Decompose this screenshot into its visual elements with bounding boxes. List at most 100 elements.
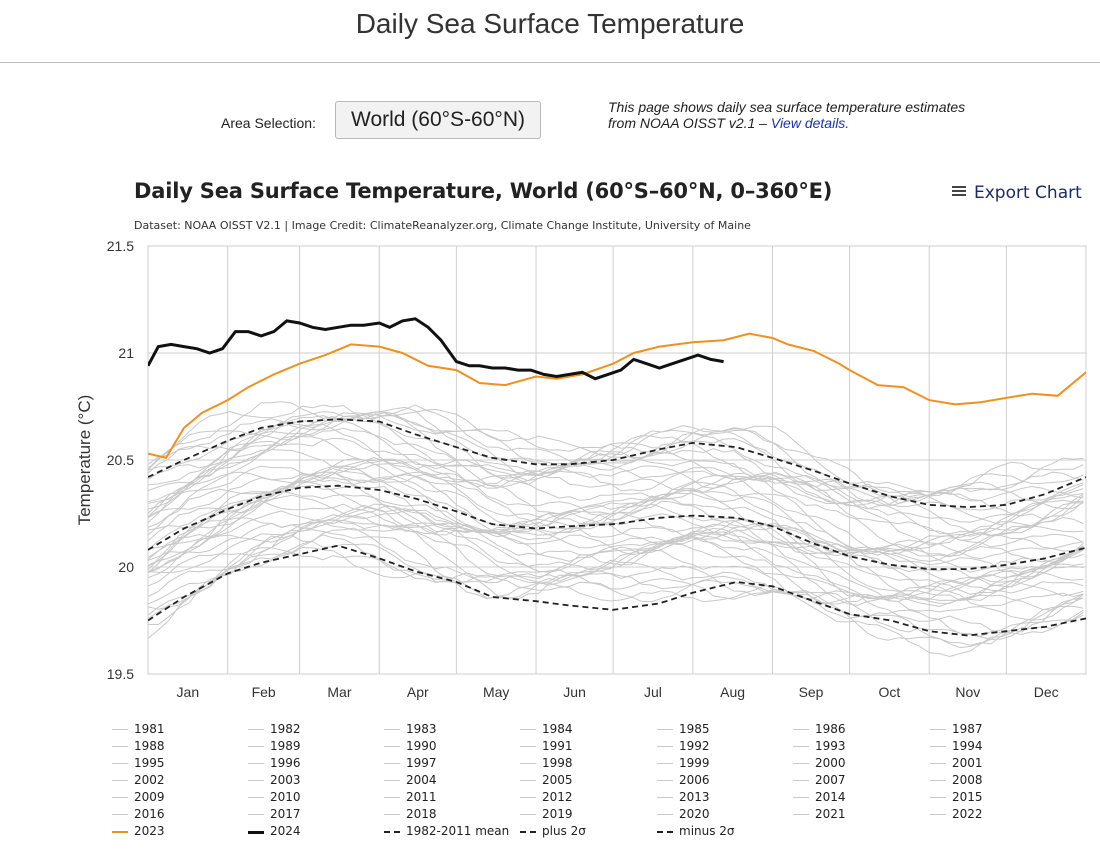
legend-label: 2007: [815, 773, 846, 787]
series-line-2010: [148, 435, 1084, 546]
legend-swatch: [112, 746, 128, 747]
legend-label: 2024: [270, 824, 301, 838]
series-line-1982: [148, 546, 1084, 658]
x-tick-label: Oct: [879, 684, 901, 700]
export-chart-button[interactable]: Export Chart: [952, 183, 1082, 203]
legend-swatch: [520, 797, 536, 798]
x-tick-label: Jul: [644, 684, 662, 700]
legend-label: 2023: [134, 824, 165, 838]
legend-swatch: [930, 814, 946, 815]
y-tick-label: 21.5: [107, 238, 134, 254]
series-line-2005: [148, 471, 1084, 558]
legend-label: 2001: [952, 756, 983, 770]
series-line-2024: [148, 317, 724, 381]
legend-swatch: [930, 763, 946, 764]
legend-label: 1988: [134, 739, 165, 753]
series-line-1998: [148, 471, 1084, 585]
legend-label: 1992: [679, 739, 710, 753]
menu-icon: [952, 186, 966, 196]
legend-label: 2015: [952, 790, 983, 804]
y-tick-label: 19.5: [107, 666, 134, 682]
legend-swatch: [112, 797, 128, 798]
export-chart-label: Export Chart: [974, 183, 1082, 203]
series-line-1984: [148, 534, 1084, 649]
series-line-2013: [148, 419, 1084, 526]
legend-label: 1987: [952, 722, 983, 736]
series-line-1995: [148, 500, 1084, 601]
series-line-1986: [148, 527, 1084, 637]
legend-swatch: [112, 831, 128, 833]
series-line-2021: [148, 404, 1084, 494]
view-details-link[interactable]: View details.: [770, 115, 850, 131]
legend-label: 2016: [134, 807, 165, 821]
legend-label: 1989: [270, 739, 301, 753]
header-divider: [0, 62, 1100, 63]
series-group: [148, 317, 1086, 658]
legend-swatch: [248, 814, 264, 815]
legend-swatch: [657, 729, 673, 730]
legend-swatch: [384, 746, 400, 747]
legend-label: 2019: [542, 807, 573, 821]
legend-swatch: [793, 797, 809, 798]
legend-swatch: [657, 814, 673, 815]
legend-swatch: [248, 780, 264, 781]
series-line-2009: [148, 437, 1084, 541]
legend-label: 2010: [270, 790, 301, 804]
legend-swatch: [248, 746, 264, 747]
y-tick-label: 21: [118, 345, 134, 361]
series-line-plus-2-: [148, 418, 1086, 509]
legend-label: 1982: [270, 722, 301, 736]
legend-swatch: [384, 814, 400, 815]
legend-label: 1984: [542, 722, 573, 736]
legend-label: 2008: [952, 773, 983, 787]
y-tick-label: 20.5: [107, 452, 134, 468]
legend-swatch: [930, 746, 946, 747]
legend-label: 2022: [952, 807, 983, 821]
page-title: Daily Sea Surface Temperature: [355, 8, 745, 39]
legend-label: 1994: [952, 739, 983, 753]
series-line-1997: [148, 490, 1084, 595]
series-line-1991: [148, 519, 1084, 606]
legend-label: 2005: [542, 773, 573, 787]
series-line-1981: [148, 547, 1084, 646]
x-tick-label: Apr: [407, 684, 429, 700]
legend-swatch: [930, 797, 946, 798]
legend-swatch: [248, 763, 264, 764]
series-line-2006: [148, 459, 1084, 555]
legend-swatch: [248, 729, 264, 730]
legend-swatch: [930, 780, 946, 781]
legend-label: 2000: [815, 756, 846, 770]
legend-swatch: [384, 797, 400, 798]
y-axis-title: Temperature (°C): [75, 395, 94, 526]
legend-label: 1993: [815, 739, 846, 753]
x-tick-label: May: [483, 684, 509, 700]
legend-label: 1991: [542, 739, 573, 753]
legend-label: 2011: [406, 790, 437, 804]
legend-swatch: [520, 814, 536, 815]
x-tick-label: Nov: [955, 684, 980, 700]
legend-label: 1982-2011 mean: [406, 824, 510, 838]
legend-label: 2012: [542, 790, 573, 804]
area-selection-dropdown[interactable]: World (60°S-60°N): [335, 101, 541, 139]
legend-label: 2018: [406, 807, 437, 821]
x-tick-label: Jan: [177, 684, 200, 700]
legend-swatch: [520, 763, 536, 764]
legend-swatch: [793, 763, 809, 764]
series-line-1993: [148, 514, 1084, 601]
legend-label: 1981: [134, 722, 165, 736]
legend-label: 1985: [679, 722, 710, 736]
legend-swatch: [793, 729, 809, 730]
legend-swatch: [384, 729, 400, 730]
legend-label: 1986: [815, 722, 846, 736]
legend-swatch: [657, 797, 673, 798]
series-line-1994: [148, 494, 1084, 601]
legend-swatch: [248, 831, 264, 834]
legend-label: plus 2σ: [542, 824, 586, 838]
series-line-2008: [148, 449, 1084, 552]
legend-swatch: [384, 780, 400, 781]
page-description: This page shows daily sea surface temper…: [608, 99, 968, 131]
legend-label: 2020: [679, 807, 710, 821]
legend-swatch: [384, 831, 400, 833]
y-tick-label: 20: [118, 559, 134, 575]
